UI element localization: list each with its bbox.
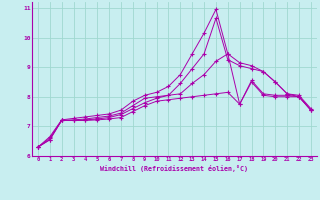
X-axis label: Windchill (Refroidissement éolien,°C): Windchill (Refroidissement éolien,°C) (100, 165, 248, 172)
